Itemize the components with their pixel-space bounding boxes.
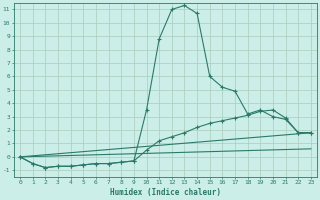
- X-axis label: Humidex (Indice chaleur): Humidex (Indice chaleur): [110, 188, 221, 197]
